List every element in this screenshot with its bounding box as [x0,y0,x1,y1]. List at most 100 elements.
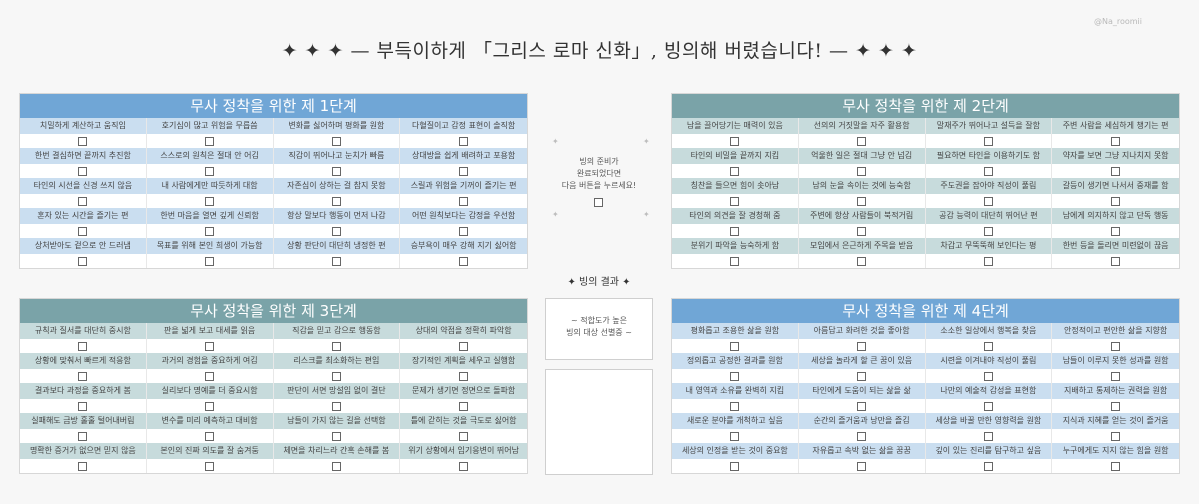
checklist-checkbox[interactable] [730,166,740,176]
checklist-checkbox[interactable] [205,256,215,266]
checklist-checkbox[interactable] [730,256,740,266]
checklist-checkbox[interactable] [983,461,993,471]
checklist-checkbox[interactable] [983,196,993,206]
checklist-checkbox[interactable] [1111,166,1121,176]
checklist-checkbox[interactable] [331,136,341,146]
checklist-checkbox[interactable] [730,196,740,206]
checklist-checkbox[interactable] [78,341,88,351]
checklist-item-label: 시련을 이겨내야 직성이 풀림 [925,353,1052,369]
checklist-checkbox[interactable] [983,371,993,381]
checklist-checkbox[interactable] [331,226,341,236]
checklist-checkbox[interactable] [1111,461,1121,471]
checklist-item-label: 깊이 있는 진리를 탐구하고 싶음 [925,443,1052,459]
checklist-checkbox[interactable] [730,341,740,351]
checklist-checkbox[interactable] [983,401,993,411]
checklist-checkbox[interactable] [459,256,469,266]
checklist-checkbox[interactable] [983,136,993,146]
checklist-checkbox[interactable] [459,371,469,381]
checklist-item: 리스크를 최소화하는 편임 [273,353,401,383]
checklist-checkbox[interactable] [857,226,867,236]
checklist-checkbox[interactable] [857,166,867,176]
checklist-checkbox[interactable] [1111,136,1121,146]
checklist-checkbox[interactable] [459,461,469,471]
checklist-checkbox[interactable] [205,401,215,411]
checklist-checkbox[interactable] [857,136,867,146]
checklist-checkbox[interactable] [78,461,88,471]
checklist-item-label: 남의 눈을 속이는 것에 능숙함 [798,178,925,194]
ready-checkbox[interactable] [594,198,603,207]
checklist-checkbox[interactable] [205,166,215,176]
checklist-checkbox[interactable] [205,371,215,381]
checkbox-wrap [400,459,527,473]
checkbox-wrap [400,164,527,178]
checkbox-wrap [672,399,798,413]
checklist-checkbox[interactable] [459,136,469,146]
checklist-checkbox[interactable] [1111,341,1121,351]
checklist-checkbox[interactable] [983,256,993,266]
checklist-checkbox[interactable] [205,341,215,351]
checklist-checkbox[interactable] [459,401,469,411]
checklist-checkbox[interactable] [205,136,215,146]
checklist-checkbox[interactable] [730,401,740,411]
sparkle-icon: ✦ [552,210,559,219]
checklist-checkbox[interactable] [205,461,215,471]
checklist-checkbox[interactable] [78,256,88,266]
checklist-checkbox[interactable] [331,341,341,351]
checkbox-wrap [147,194,273,208]
checklist-checkbox[interactable] [983,226,993,236]
checklist-checkbox[interactable] [331,461,341,471]
checklist-checkbox[interactable] [331,256,341,266]
checklist-item-label: 판단이 서면 망설임 없이 결단 [273,383,400,399]
checklist-checkbox[interactable] [857,256,867,266]
checklist-checkbox[interactable] [331,371,341,381]
checklist-checkbox[interactable] [459,196,469,206]
checklist-checkbox[interactable] [730,226,740,236]
checklist-checkbox[interactable] [1111,431,1121,441]
checklist-checkbox[interactable] [730,431,740,441]
checklist-checkbox[interactable] [205,226,215,236]
checklist-checkbox[interactable] [459,226,469,236]
checklist-checkbox[interactable] [78,226,88,236]
checklist-checkbox[interactable] [331,196,341,206]
checklist-checkbox[interactable] [459,166,469,176]
checklist-checkbox[interactable] [78,166,88,176]
checkbox-wrap [672,459,798,473]
checklist-checkbox[interactable] [857,431,867,441]
checklist-checkbox[interactable] [857,461,867,471]
checkbox-wrap [400,224,527,238]
checklist-checkbox[interactable] [1111,371,1121,381]
checklist-checkbox[interactable] [1111,256,1121,266]
checklist-checkbox[interactable] [730,461,740,471]
checklist-checkbox[interactable] [1111,226,1121,236]
checklist-checkbox[interactable] [331,401,341,411]
checklist-checkbox[interactable] [78,196,88,206]
checklist-checkbox[interactable] [331,431,341,441]
checklist-item-label: 칭찬을 들으면 힘이 솟아남 [672,178,798,194]
checklist-checkbox[interactable] [205,431,215,441]
checklist-checkbox[interactable] [78,401,88,411]
checklist-checkbox[interactable] [730,136,740,146]
checklist-checkbox[interactable] [459,341,469,351]
checklist-checkbox[interactable] [78,431,88,441]
checklist-checkbox[interactable] [1111,401,1121,411]
checklist-checkbox[interactable] [857,371,867,381]
checklist-item-label: 변수를 미리 예측하고 대비함 [146,413,273,429]
checklist-checkbox[interactable] [857,196,867,206]
checkbox-wrap [20,369,146,383]
checklist-item: 세상을 놀라게 할 큰 꿈이 있음 [798,353,926,383]
checklist-checkbox[interactable] [459,431,469,441]
checklist-checkbox[interactable] [983,341,993,351]
checklist-item: 혼자 있는 시간을 즐기는 편 [20,208,147,238]
checklist-checkbox[interactable] [205,196,215,206]
checklist-checkbox[interactable] [730,371,740,381]
checklist-item: 세상의 인정을 받는 것이 중요함 [672,443,799,473]
checklist-item-label: 호기심이 많고 위험을 무릅씀 [146,118,273,134]
checklist-checkbox[interactable] [857,341,867,351]
checklist-checkbox[interactable] [983,166,993,176]
checklist-checkbox[interactable] [1111,196,1121,206]
checklist-checkbox[interactable] [78,371,88,381]
checklist-checkbox[interactable] [331,166,341,176]
checklist-checkbox[interactable] [78,136,88,146]
checklist-checkbox[interactable] [857,401,867,411]
checklist-checkbox[interactable] [983,431,993,441]
